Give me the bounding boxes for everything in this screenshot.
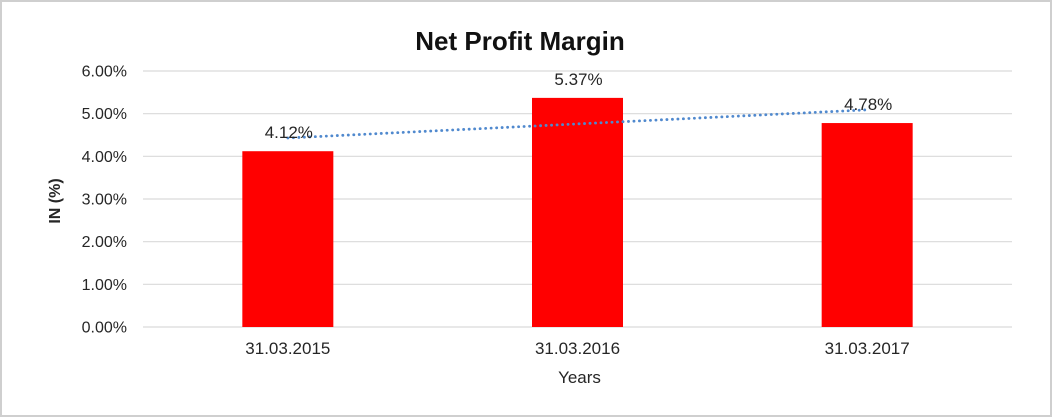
- x-axis-title: Years: [558, 368, 601, 387]
- bar[interactable]: [821, 123, 913, 327]
- bar-value-label: 4.12%: [265, 123, 313, 142]
- y-tick-label: 5.00%: [82, 106, 127, 123]
- x-tick-label: 31.03.2017: [825, 339, 910, 358]
- y-tick-label: 0.00%: [82, 320, 127, 337]
- x-tick-label: 31.03.2015: [245, 339, 330, 358]
- bar-value-label: 5.37%: [554, 70, 602, 89]
- y-tick-label: 3.00%: [82, 192, 127, 209]
- bar[interactable]: [242, 151, 334, 327]
- y-tick-label: 4.00%: [82, 149, 127, 166]
- y-tick-label: 1.00%: [82, 277, 127, 294]
- bar[interactable]: [532, 97, 623, 327]
- trendline[interactable]: [286, 108, 869, 140]
- chart-title: Net Profit Margin: [415, 26, 625, 56]
- x-tick-label: 31.03.2016: [535, 339, 620, 358]
- y-tick-label: 6.00%: [82, 64, 127, 81]
- bar-value-label: 4.78%: [844, 95, 892, 114]
- y-tick-label: 2.00%: [82, 234, 127, 251]
